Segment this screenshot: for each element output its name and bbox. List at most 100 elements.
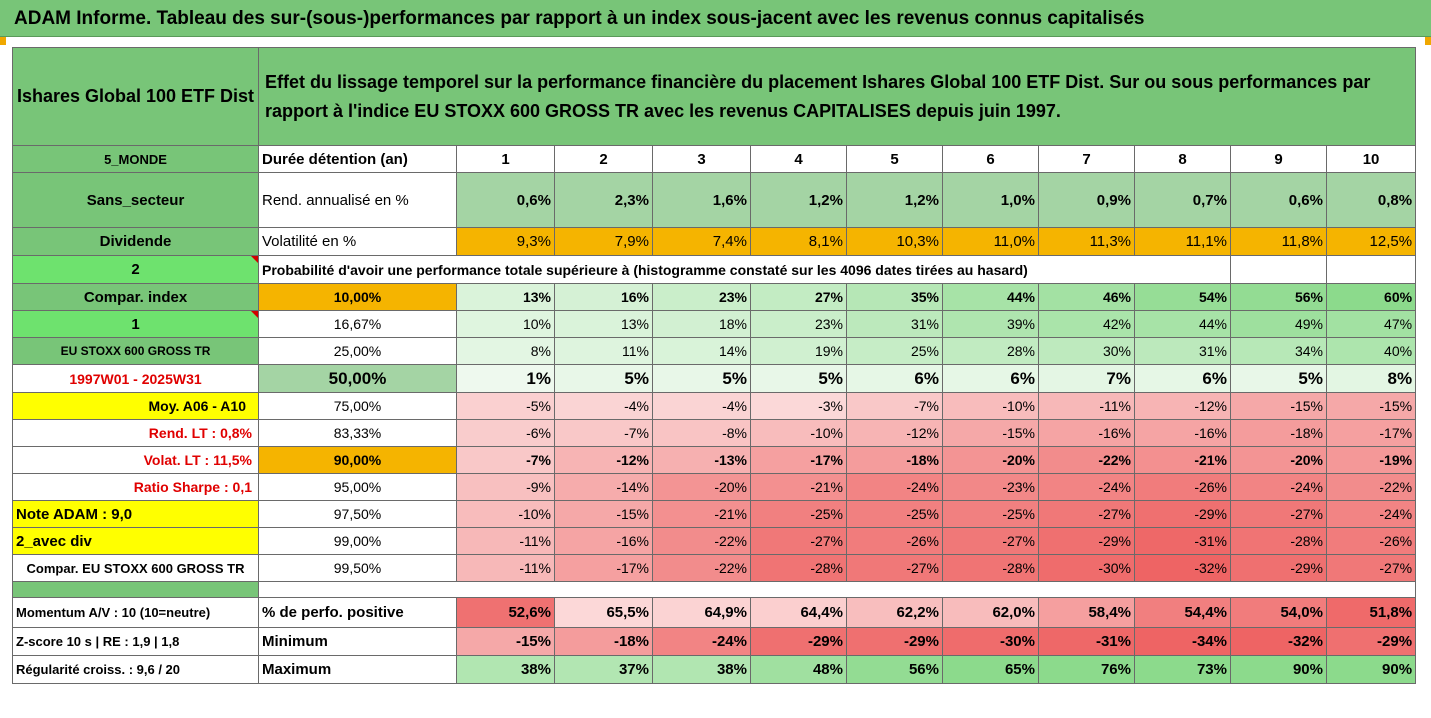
probability-value: -19% xyxy=(1325,446,1417,474)
probability-value: 31% xyxy=(846,310,943,338)
probability-row: Moy. A06 - A10 75,00% -5% -4% -4% -3% -7% -10% -… xyxy=(12,392,1417,420)
probability-value: -17% xyxy=(1325,419,1417,447)
annualized-return-row: Sans_secteur Rend. annualisé en % 0,6% 2,3%… xyxy=(12,172,1417,228)
volatility-value: 8,1% xyxy=(750,227,847,256)
volatility-value: 11,3% xyxy=(1038,227,1135,256)
probability-row: Volat. LT : 11,5% 90,00% -7% -12% -13% -17% -1… xyxy=(12,446,1417,474)
corner-marker-left xyxy=(0,37,6,45)
threshold-value: 75,00% xyxy=(258,392,457,420)
probability-row: Rend. LT : 0,8% 83,33% -6% -7% -8% -10% -12% -1… xyxy=(12,419,1417,447)
probability-value: -12% xyxy=(1134,392,1231,420)
statistics-value: 73% xyxy=(1134,655,1231,684)
probability-value: 49% xyxy=(1230,310,1327,338)
statistics-value: 48% xyxy=(750,655,847,684)
dividend-label: Dividende xyxy=(12,227,259,256)
probability-row-label: Ratio Sharpe : 0,1 xyxy=(12,473,259,501)
selector-2: 2 xyxy=(12,255,259,284)
probability-value: 5% xyxy=(750,364,847,393)
threshold-value: 90,00% xyxy=(258,446,457,474)
probability-value: 44% xyxy=(942,283,1039,311)
statistics-value: 65,5% xyxy=(554,597,653,628)
probability-value: 23% xyxy=(750,310,847,338)
probability-value: -23% xyxy=(942,473,1039,501)
probability-value: 6% xyxy=(942,364,1039,393)
probability-value: 54% xyxy=(1134,283,1231,311)
statistics-value: 38% xyxy=(456,655,555,684)
statistics-value: 62,0% xyxy=(942,597,1039,628)
probability-value: -22% xyxy=(1325,473,1417,501)
probability-value: 18% xyxy=(652,310,751,338)
probability-value: -28% xyxy=(750,554,847,582)
probability-value: -20% xyxy=(942,446,1039,474)
probability-row-label: Moy. A06 - A10 xyxy=(12,392,259,420)
volatility-value: 7,9% xyxy=(554,227,653,256)
year-header: 9 xyxy=(1230,145,1327,173)
statistics-value: -34% xyxy=(1134,627,1231,656)
year-header: 3 xyxy=(652,145,751,173)
probability-value: -28% xyxy=(1230,527,1327,555)
probability-value: -22% xyxy=(652,554,751,582)
probability-value: 10% xyxy=(456,310,555,338)
probability-value: -10% xyxy=(456,500,555,528)
probability-value: -11% xyxy=(456,527,555,555)
year-header: 2 xyxy=(554,145,653,173)
probability-row-label: Note ADAM : 9,0 xyxy=(12,500,259,528)
statistics-value: 64,4% xyxy=(750,597,847,628)
holding-duration-label: Durée détention (an) xyxy=(258,145,457,173)
probability-value: -5% xyxy=(456,392,555,420)
annualized-return-value: 1,0% xyxy=(942,172,1039,228)
year-header: 8 xyxy=(1134,145,1231,173)
statistics-value: 54,0% xyxy=(1230,597,1327,628)
volatility-value: 11,8% xyxy=(1230,227,1327,256)
probability-value: -14% xyxy=(554,473,653,501)
probability-row-label: Volat. LT : 11,5% xyxy=(12,446,259,474)
probability-row-label: Rend. LT : 0,8% xyxy=(12,419,259,447)
probability-value: 6% xyxy=(846,364,943,393)
probability-value: -15% xyxy=(1230,392,1327,420)
probability-value: -22% xyxy=(652,527,751,555)
probability-value: -11% xyxy=(456,554,555,582)
statistics-value: 76% xyxy=(1038,655,1135,684)
probability-value: -21% xyxy=(750,473,847,501)
probability-value: -26% xyxy=(1134,473,1231,501)
probability-value: 23% xyxy=(652,283,751,311)
description-row: Ishares Global 100 ETF Dist Effet du lis… xyxy=(12,47,1417,146)
probability-row: 2_avec div 99,00% -11% -16% -22% -27% -26% -27%… xyxy=(12,527,1417,555)
threshold-value: 16,67% xyxy=(258,310,457,338)
year-header: 4 xyxy=(750,145,847,173)
statistics-value: 37% xyxy=(554,655,653,684)
statistics-row: Régularité croiss. : 9,6 / 20 Maximum 38% 3… xyxy=(12,655,1417,684)
threshold-value: 83,33% xyxy=(258,419,457,447)
probability-value: 31% xyxy=(1134,337,1231,365)
volatility-value: 11,0% xyxy=(942,227,1039,256)
probability-value: -29% xyxy=(1038,527,1135,555)
statistics-value: 90% xyxy=(1230,655,1327,684)
performance-table: Ishares Global 100 ETF Dist Effet du lis… xyxy=(12,47,1417,684)
spacer-cell xyxy=(257,581,1417,598)
probability-value: -7% xyxy=(846,392,943,420)
statistics-value: -30% xyxy=(942,627,1039,656)
annualized-return-value: 1,6% xyxy=(652,172,751,228)
probability-value: -10% xyxy=(942,392,1039,420)
probability-value: -17% xyxy=(750,446,847,474)
volatility-value: 10,3% xyxy=(846,227,943,256)
probability-value: 35% xyxy=(846,283,943,311)
empty-cell xyxy=(1230,255,1327,284)
year-header: 1 xyxy=(456,145,555,173)
threshold-value: 95,00% xyxy=(258,473,457,501)
probability-value: -12% xyxy=(554,446,653,474)
probability-value: -4% xyxy=(554,392,653,420)
probability-value: -15% xyxy=(554,500,653,528)
probability-value: -29% xyxy=(1134,500,1231,528)
volatility-value: 7,4% xyxy=(652,227,751,256)
probability-value: -7% xyxy=(456,446,555,474)
probability-value: 56% xyxy=(1230,283,1327,311)
probability-value: 8% xyxy=(1325,364,1417,393)
probability-value: -18% xyxy=(1230,419,1327,447)
probability-value: -27% xyxy=(942,527,1039,555)
annualized-return-value: 1,2% xyxy=(846,172,943,228)
statistics-value: 52,6% xyxy=(456,597,555,628)
probability-value: -27% xyxy=(846,554,943,582)
annualized-return-value: 0,6% xyxy=(456,172,555,228)
